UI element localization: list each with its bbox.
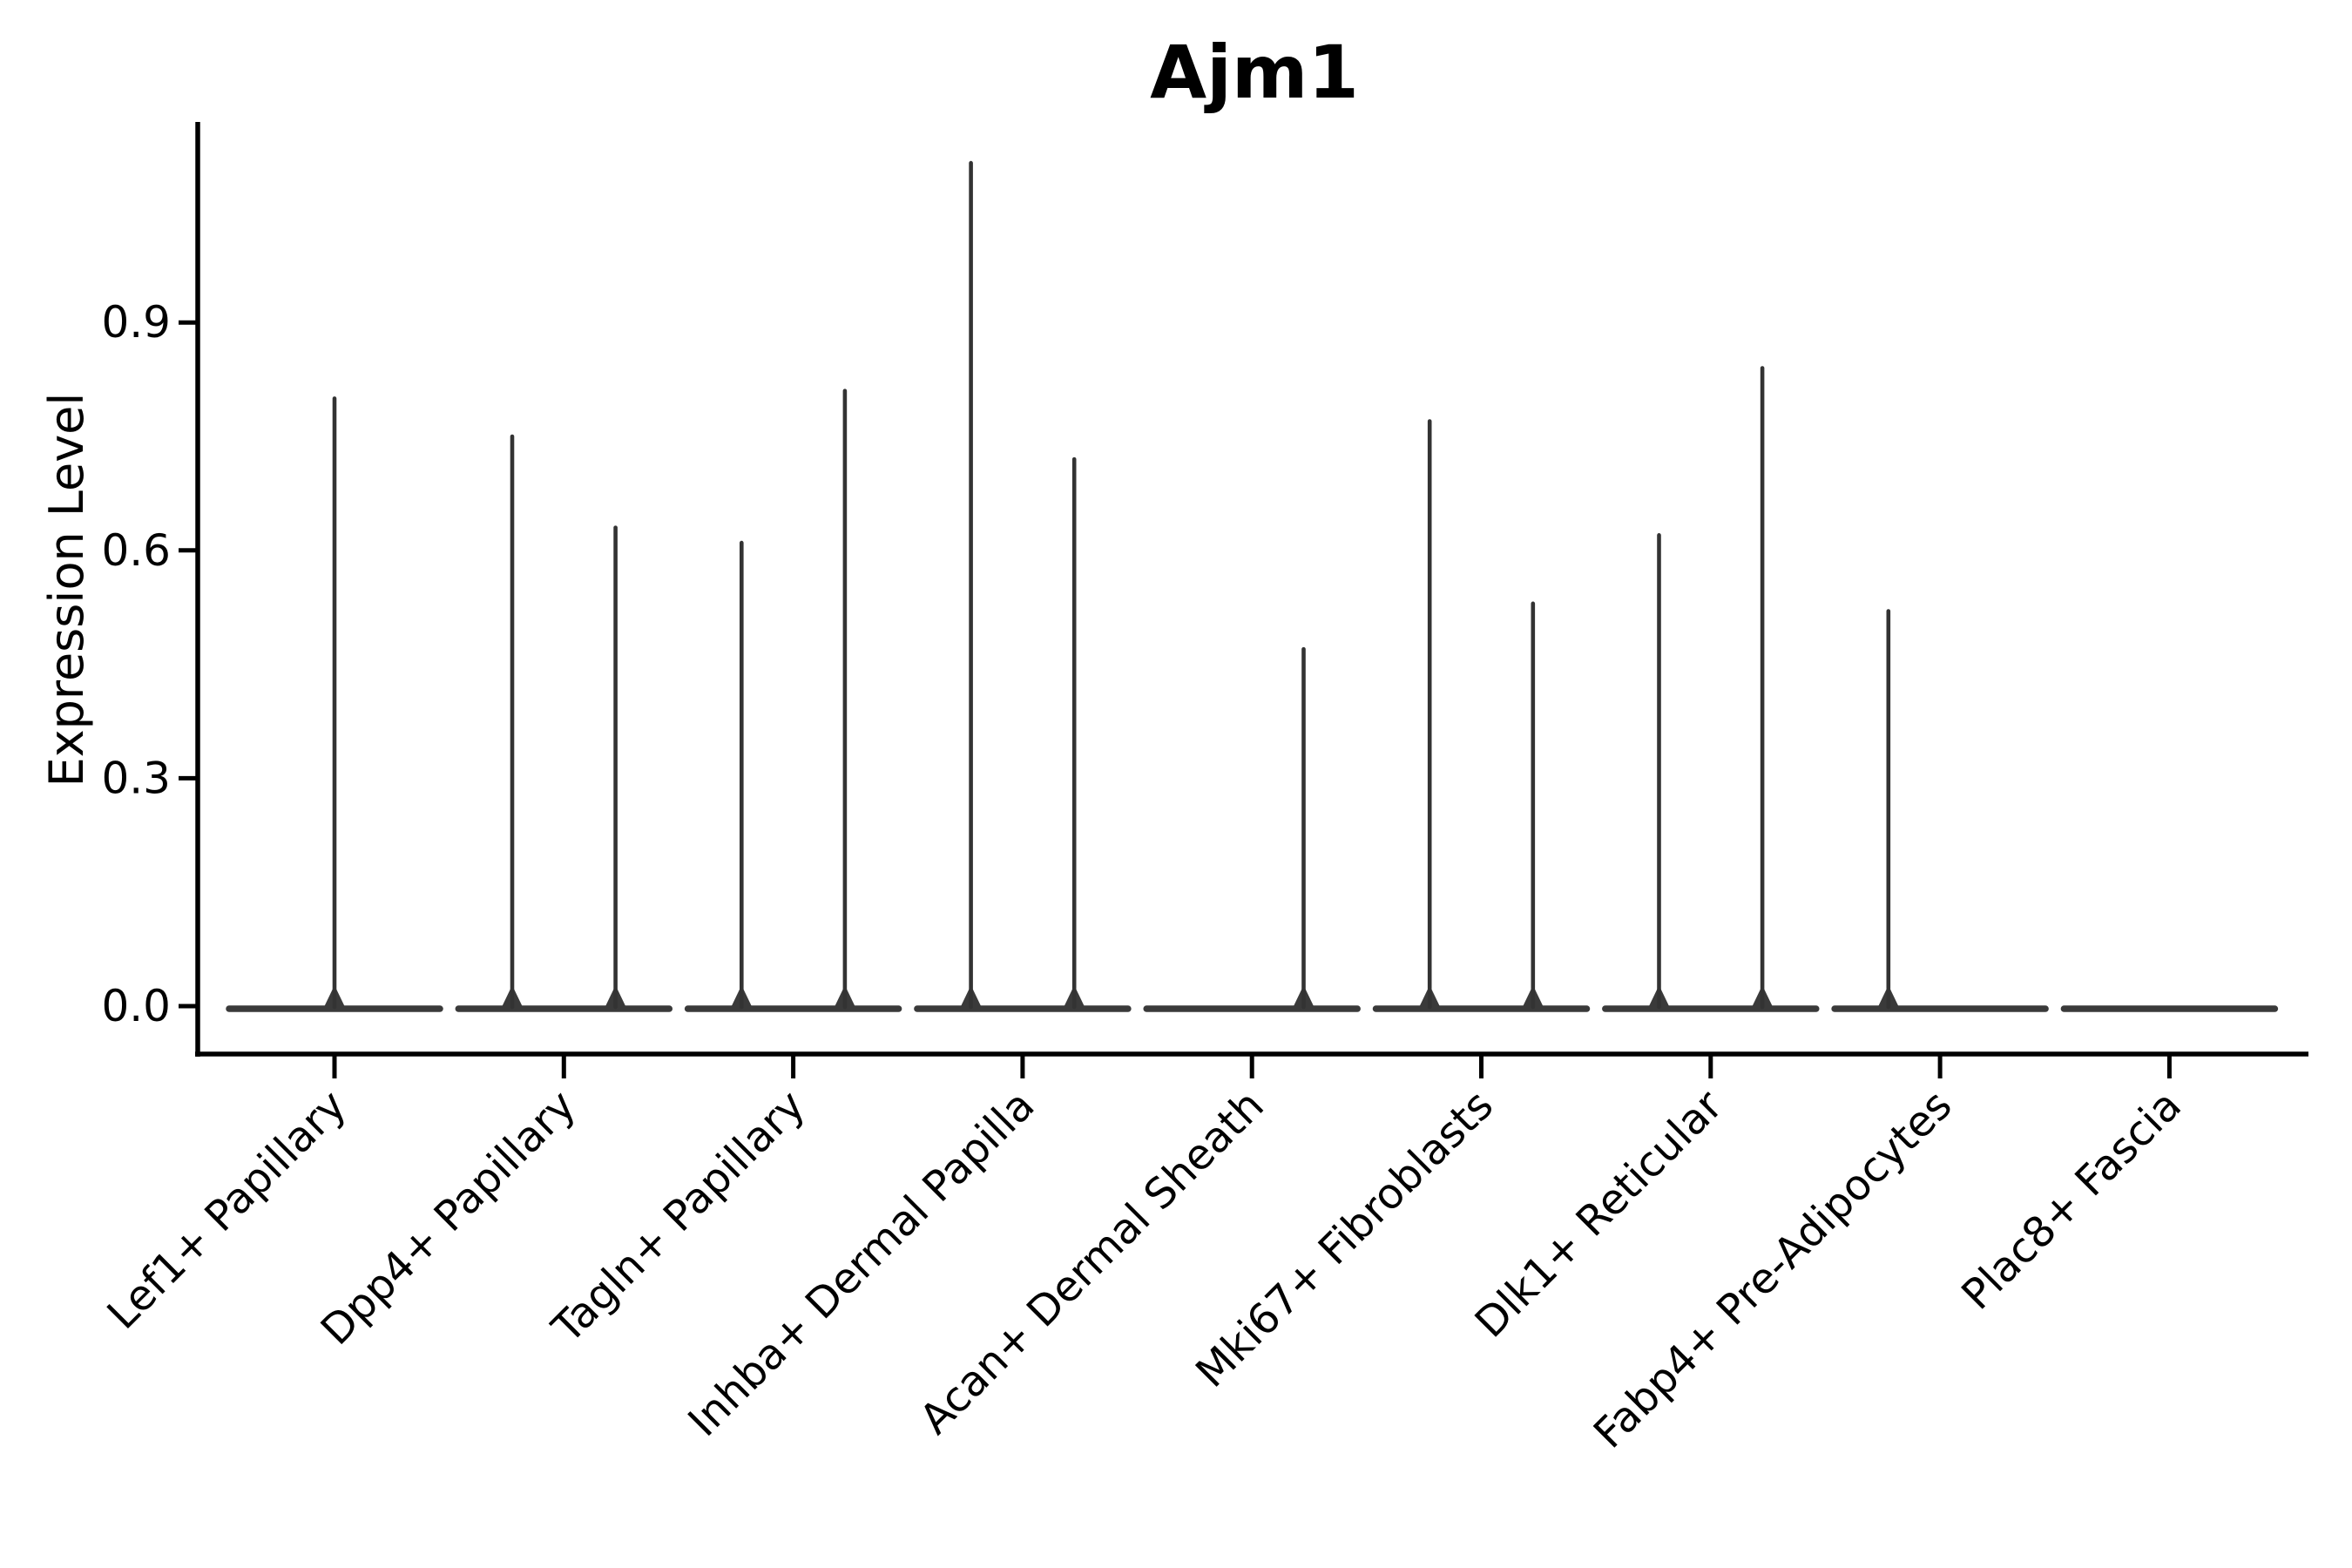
y-tick-label: 0.3 [101, 753, 171, 803]
x-tick-label: Dlk1+ Reticular [1466, 1081, 1733, 1348]
x-tick-label: Dpp4+ Papillary [312, 1081, 585, 1355]
violin [455, 434, 673, 1012]
x-tick-label: Lef1+ Papillary [98, 1081, 356, 1339]
y-tick-label: 0.6 [101, 525, 171, 576]
violin-layer [226, 160, 2279, 1012]
violin [1372, 419, 1591, 1012]
violin [684, 389, 902, 1012]
violin [226, 396, 443, 1012]
violin [1143, 646, 1361, 1012]
x-tick-label: Tagln+ Papillary [543, 1081, 814, 1353]
violin [1831, 609, 2049, 1012]
y-axis-label: Expression Level [39, 393, 94, 787]
chart-title: Ajm1 [1150, 30, 1359, 115]
axes-layer [179, 122, 2308, 1078]
x-tick-label: Plac8+ Fascia [1952, 1081, 2191, 1320]
y-tick-label: 0.9 [101, 297, 171, 348]
y-tick-label: 0.0 [101, 981, 171, 1031]
violin [1602, 366, 1820, 1012]
violin [914, 160, 1132, 1012]
